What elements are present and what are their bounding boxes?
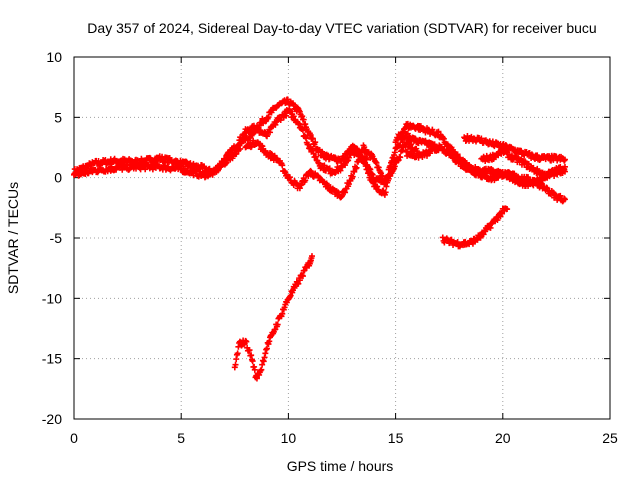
y-tick-label: -10 — [42, 290, 62, 306]
data-point — [267, 129, 274, 136]
y-axis-label: SDTVAR / TECUs — [5, 182, 21, 294]
data-point — [259, 361, 266, 368]
data-point — [309, 135, 316, 142]
grid — [74, 57, 610, 419]
series-prn-g — [478, 145, 568, 181]
data-point — [257, 367, 264, 374]
data-point — [246, 347, 253, 354]
data-point — [397, 154, 404, 161]
data-point — [251, 366, 258, 373]
data-point — [243, 338, 250, 345]
data-point — [234, 350, 241, 357]
data-point — [561, 156, 568, 163]
x-tick-label: 5 — [177, 430, 185, 446]
data-point — [279, 162, 286, 169]
chart-title: Day 357 of 2024, Sidereal Day-to-day VTE… — [87, 20, 596, 36]
data-point — [302, 177, 309, 184]
data-point — [353, 164, 360, 171]
data-point — [295, 280, 302, 287]
series-prn-c — [242, 137, 421, 201]
data-point — [249, 358, 256, 365]
y-tick-label: -15 — [42, 351, 62, 367]
data-point — [349, 173, 356, 180]
data-point — [242, 337, 249, 344]
x-tick-label: 20 — [495, 430, 511, 446]
data-point — [283, 112, 290, 119]
data-point — [308, 253, 315, 260]
series-prn-f — [461, 133, 568, 164]
data-point — [262, 350, 269, 357]
data-point — [274, 321, 281, 328]
series-prn-b — [71, 107, 399, 198]
data-point — [299, 273, 306, 280]
series-prn-i — [231, 253, 315, 382]
y-tick-label: 10 — [46, 49, 62, 65]
data-point — [299, 127, 306, 134]
data-marks — [71, 96, 568, 382]
data-point — [504, 206, 511, 213]
data-point — [260, 358, 267, 365]
data-point — [248, 352, 255, 359]
x-tick-label: 0 — [70, 430, 78, 446]
data-point — [382, 189, 389, 196]
y-tick-label: 5 — [54, 109, 62, 125]
y-tick-label: 0 — [54, 170, 62, 186]
data-point — [351, 168, 358, 175]
data-point — [326, 165, 333, 172]
y-tick-label: -5 — [50, 230, 63, 246]
x-tick-label: 15 — [388, 430, 404, 446]
data-point — [237, 145, 244, 152]
data-point — [561, 163, 568, 170]
axis-ticks: 0 5 10 15 20 25 -20 -15 -10 -5 0 5 10 — [42, 49, 618, 446]
data-point — [261, 354, 268, 361]
data-point — [263, 345, 270, 352]
data-point — [232, 361, 239, 368]
data-point — [379, 173, 386, 180]
x-axis-label: GPS time / hours — [287, 458, 394, 474]
data-point — [312, 139, 319, 146]
data-point — [435, 128, 442, 135]
series-prn-h — [439, 205, 511, 250]
y-tick-label: -20 — [42, 411, 62, 427]
data-point — [258, 366, 265, 373]
x-tick-label: 10 — [281, 430, 297, 446]
x-tick-label: 25 — [602, 430, 618, 446]
data-point — [263, 346, 270, 353]
data-point — [561, 196, 568, 203]
